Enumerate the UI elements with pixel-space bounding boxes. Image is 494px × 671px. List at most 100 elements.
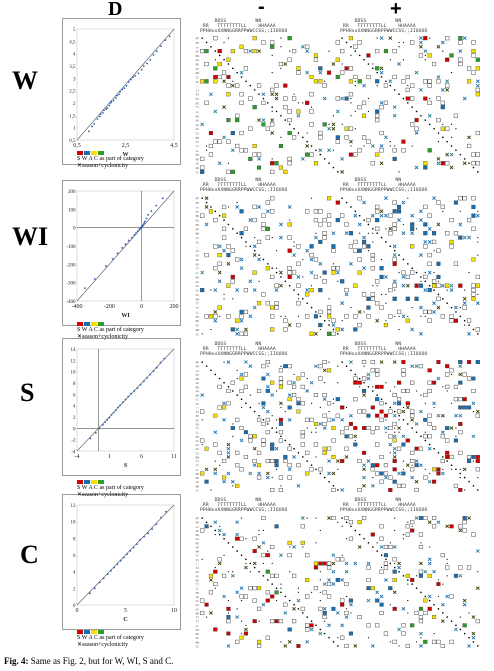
filled-square-mark (327, 331, 332, 336)
row-label: NN (196, 455, 200, 459)
dot-mark (319, 599, 321, 602)
empty-square-mark (366, 623, 371, 628)
empty-square-mark (388, 426, 393, 431)
cross-mark (462, 96, 467, 101)
empty-square-mark (204, 100, 209, 105)
dot-mark (442, 50, 444, 52)
empty-square-mark (221, 70, 227, 75)
empty-square-mark (318, 376, 323, 381)
diagonal-dot (223, 537, 225, 540)
empty-square-mark (401, 368, 406, 373)
filled-square-mark (401, 442, 406, 447)
cross-mark (322, 96, 327, 101)
y-tick-label: -200 (66, 263, 76, 268)
diagonal-dot (472, 166, 475, 169)
y-tick-label: 4 (73, 571, 76, 576)
cross-mark (296, 598, 301, 603)
empty-square-mark (243, 49, 249, 54)
empty-square-mark (318, 606, 323, 611)
empty-square-mark (453, 113, 459, 118)
diagonal-dot (446, 140, 448, 143)
empty-square-mark (291, 619, 297, 624)
x-tick-label: 4,5 (170, 143, 178, 149)
row-label: PP (196, 545, 200, 549)
dot-mark (367, 637, 370, 639)
filled-square-mark (331, 244, 336, 249)
empty-square-mark (270, 544, 275, 549)
dot-mark (459, 476, 461, 479)
empty-square-mark (270, 209, 275, 214)
dot-mark (385, 431, 387, 433)
data-point (98, 115, 101, 118)
empty-square-mark (265, 459, 270, 464)
filled-square-mark (348, 631, 353, 636)
diagonal-dot (218, 377, 221, 380)
empty-square-mark (261, 438, 266, 443)
dot-mark (372, 476, 374, 479)
filled-square-mark (467, 405, 472, 410)
diagonal-dot (393, 249, 396, 252)
empty-square-mark (322, 83, 327, 88)
data-point (142, 224, 145, 226)
filled-square-mark (296, 644, 301, 648)
diagonal-dot (205, 521, 208, 523)
empty-square-mark (405, 74, 410, 80)
x-tick-label: -200 (104, 304, 115, 310)
data-point (98, 581, 101, 584)
row-label: TT (196, 144, 200, 148)
cross-mark (419, 409, 423, 414)
empty-square-mark (392, 283, 397, 288)
filled-square-mark (379, 602, 384, 607)
dot-mark (420, 637, 422, 639)
cross-mark (327, 148, 331, 153)
empty-square-mark (440, 314, 445, 319)
cross-mark (432, 301, 436, 306)
dot-mark (271, 110, 273, 113)
filled-square-mark (252, 434, 257, 439)
empty-square-mark (335, 266, 340, 271)
cross-mark (414, 131, 419, 135)
dot-mark (372, 386, 374, 388)
empty-square-mark (449, 217, 454, 223)
data-point (110, 100, 113, 103)
filled-square-mark (265, 598, 270, 603)
cross-mark (410, 418, 415, 422)
row-label: xx (196, 369, 200, 373)
cross-mark (445, 88, 450, 92)
filled-square-mark (318, 288, 323, 293)
data-point (109, 102, 112, 104)
dot-mark (240, 599, 243, 602)
data-point (104, 421, 106, 423)
filled-square-mark (265, 553, 270, 558)
filled-square-mark (348, 152, 353, 157)
cross-mark (414, 459, 419, 463)
cross-mark (405, 463, 410, 467)
dot-mark (345, 538, 348, 540)
empty-square-mark (401, 623, 406, 628)
row-label: TT (196, 620, 200, 624)
empty-square-mark (431, 61, 437, 67)
empty-square-mark (265, 235, 270, 240)
empty-square-mark (379, 569, 384, 574)
empty-square-mark (305, 627, 310, 632)
cross-mark (340, 488, 345, 492)
cross-mark (239, 257, 244, 262)
empty-square-mark (200, 409, 205, 414)
x-tick-label: -4 (75, 454, 80, 460)
dot-mark (411, 464, 413, 466)
diagonal-dot (380, 398, 383, 400)
plot-area (76, 504, 175, 606)
dot-mark (310, 402, 313, 404)
empty-square-mark (226, 169, 231, 174)
filled-square-mark (445, 426, 450, 430)
row-label: CC (196, 644, 200, 648)
cross-mark (296, 275, 301, 279)
cross-mark (265, 409, 270, 414)
empty-square-mark (427, 413, 432, 418)
empty-square-mark (462, 372, 467, 377)
reference-line (76, 28, 175, 141)
row-label: II (196, 566, 200, 570)
dot-mark (380, 566, 383, 569)
cross-mark (436, 305, 441, 310)
filled-square-mark (309, 288, 314, 293)
